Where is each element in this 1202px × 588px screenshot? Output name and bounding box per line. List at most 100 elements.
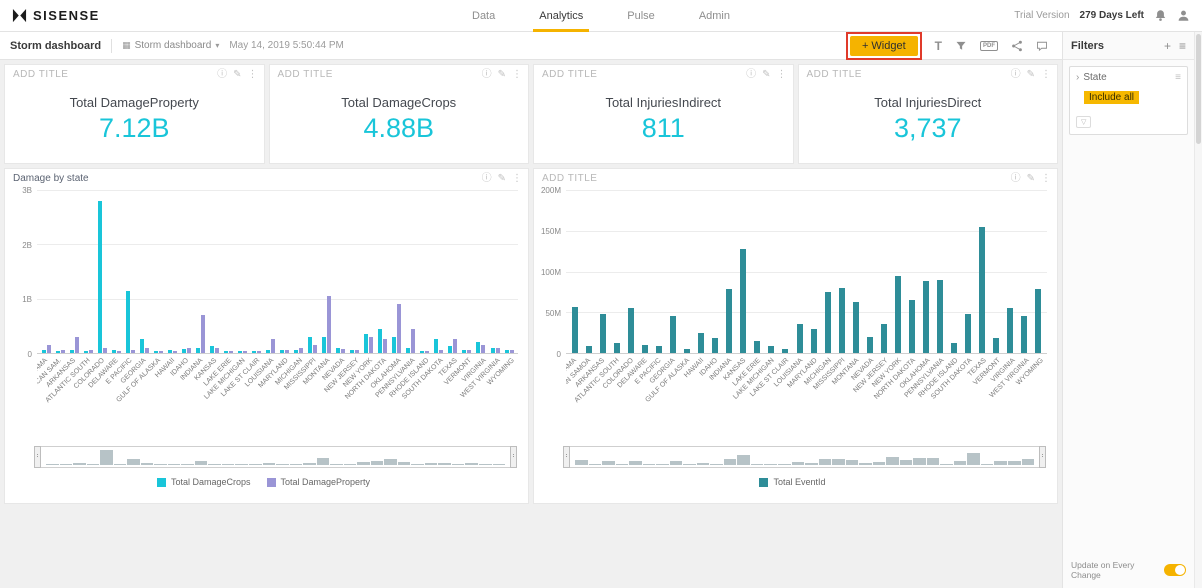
bar[interactable] [740,248,747,353]
bar-group[interactable] [165,190,179,353]
bar-group[interactable] [306,190,320,353]
bar[interactable] [60,350,65,353]
bar[interactable] [670,316,677,353]
page-scrollbar[interactable] [1194,32,1202,588]
widget-title-placeholder[interactable]: ADD TITLE [13,69,69,80]
bar-group[interactable] [793,190,807,353]
bar[interactable] [866,336,873,353]
bar[interactable] [41,349,46,353]
bar-group[interactable] [750,190,764,353]
tab-analytics[interactable]: Analytics [517,0,605,32]
kebab-menu-icon[interactable]: ⋮ [776,68,787,80]
bar-group[interactable] [638,190,652,353]
kpi-widget-injuries-direct[interactable]: ADD TITLE ⓘ ✎ ⋮ Total InjuriesDirect 3,7… [797,64,1058,164]
info-icon[interactable]: ⓘ [481,172,492,184]
bar-group[interactable] [109,190,123,353]
bar-group[interactable] [362,190,376,353]
bar-group[interactable] [961,190,975,353]
add-filter-icon[interactable]: + [1163,38,1171,53]
edit-pencil-icon[interactable]: ✎ [497,68,506,80]
navigator-handle-right[interactable] [1039,446,1046,468]
bar-group[interactable] [235,190,249,353]
bar[interactable] [392,336,397,353]
bar[interactable] [294,349,299,353]
bar-group[interactable] [975,190,989,353]
bar[interactable] [308,336,313,353]
bar-group[interactable] [249,190,263,353]
bar[interactable] [712,338,719,353]
bar-group[interactable] [446,190,460,353]
bar-group[interactable] [624,190,638,353]
bar[interactable] [69,350,74,353]
bar[interactable] [116,350,121,353]
bar[interactable] [383,339,388,353]
bar[interactable] [271,339,276,353]
bar[interactable] [153,351,158,353]
bar[interactable] [350,350,355,353]
bar-group[interactable] [123,190,137,353]
tab-data[interactable]: Data [472,9,496,22]
bar-group[interactable] [919,190,933,353]
bar[interactable] [209,346,214,353]
bar-group[interactable] [151,190,165,353]
chevron-right-icon[interactable]: › [1076,72,1080,83]
bar[interactable] [978,226,985,353]
bar[interactable] [397,304,402,353]
bar[interactable] [158,351,163,353]
bar[interactable] [796,324,803,353]
kpi-widget-injuries-indirect[interactable]: ADD TITLE ⓘ ✎ ⋮ Total InjuriesIndirect 8… [533,64,794,164]
chart-navigator[interactable] [34,446,517,468]
filter-card-state[interactable]: › State ≡ Include all ▽ [1069,66,1188,135]
edit-pencil-icon[interactable]: ✎ [1026,172,1035,184]
bar[interactable] [313,344,318,353]
bar[interactable] [504,350,509,353]
bar[interactable] [810,328,817,353]
bar-group[interactable] [474,190,488,353]
bar-group[interactable] [53,190,67,353]
bar[interactable] [852,302,859,353]
chart-navigator[interactable] [563,446,1046,468]
filter-funnel-small-icon[interactable]: ▽ [1076,116,1092,128]
bar[interactable] [453,339,458,353]
bar-group[interactable] [694,190,708,353]
bar[interactable] [130,350,135,353]
bar-group[interactable] [947,190,961,353]
bar-group[interactable] [502,190,516,353]
bar[interactable] [509,350,514,353]
bar[interactable] [1021,316,1028,353]
legend-item[interactable]: Total DamageProperty [266,477,370,487]
bar[interactable] [256,351,261,353]
bar-group[interactable] [460,190,474,353]
bar[interactable] [214,347,219,353]
bar[interactable] [83,351,88,353]
bar[interactable] [285,350,290,353]
bar[interactable] [614,343,621,353]
kebab-menu-icon[interactable]: ⋮ [247,68,258,80]
bar[interactable] [74,336,79,353]
info-icon[interactable]: ⓘ [217,68,228,80]
bar[interactable] [572,306,579,353]
filter-funnel-icon[interactable] [955,40,967,52]
bar[interactable] [467,350,472,353]
bar-group[interactable] [207,190,221,353]
bar-group[interactable] [193,190,207,353]
bar[interactable] [336,347,341,353]
bar[interactable] [420,351,425,353]
bar[interactable] [125,290,130,353]
bar[interactable] [462,350,467,353]
navigator-handle-left[interactable] [563,446,570,468]
widget-title-placeholder[interactable]: ADD TITLE [277,69,333,80]
bar-group[interactable] [1003,190,1017,353]
bar-group[interactable] [179,190,193,353]
bar[interactable] [341,348,346,353]
bar-group[interactable] [610,190,624,353]
bar[interactable] [495,347,500,353]
bar-group[interactable] [320,190,334,353]
bar-group[interactable] [568,190,582,353]
filter-field-name[interactable]: State [1083,72,1107,83]
bar-group[interactable] [39,190,53,353]
bar-group[interactable] [1031,190,1045,353]
bar[interactable] [586,346,593,353]
bar-group[interactable] [334,190,348,353]
bar-group[interactable] [989,190,1003,353]
